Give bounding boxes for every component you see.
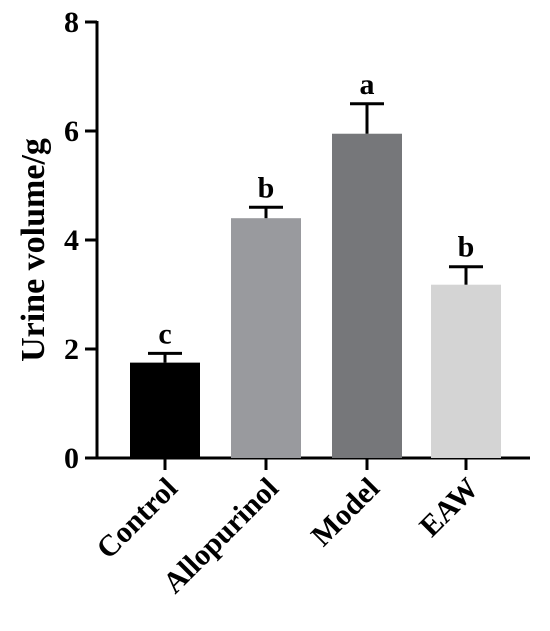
significance-label: b xyxy=(458,231,475,264)
bar-model xyxy=(332,133,402,458)
significance-label: a xyxy=(360,68,375,101)
bar-control xyxy=(130,362,200,458)
bar-eaw xyxy=(431,284,501,458)
x-tick-label-eaw: EAW xyxy=(413,472,485,544)
bar-allopurinol xyxy=(231,218,301,458)
significance-label: c xyxy=(158,317,171,350)
y-tick-label: 2 xyxy=(64,333,79,366)
x-tick-label-control: Control xyxy=(90,472,184,566)
significance-label: b xyxy=(258,171,275,204)
bars: c b a b xyxy=(130,68,501,458)
y-tick-label: 6 xyxy=(64,115,79,148)
y-tick-label: 0 xyxy=(64,442,79,475)
y-tick-label: 8 xyxy=(64,6,79,39)
y-axis: 0 2 4 6 8 xyxy=(64,6,99,475)
x-tick-label-model: Model xyxy=(305,472,386,553)
y-axis-label: Urine volume/g xyxy=(15,138,52,362)
y-tick-label: 4 xyxy=(64,224,79,257)
